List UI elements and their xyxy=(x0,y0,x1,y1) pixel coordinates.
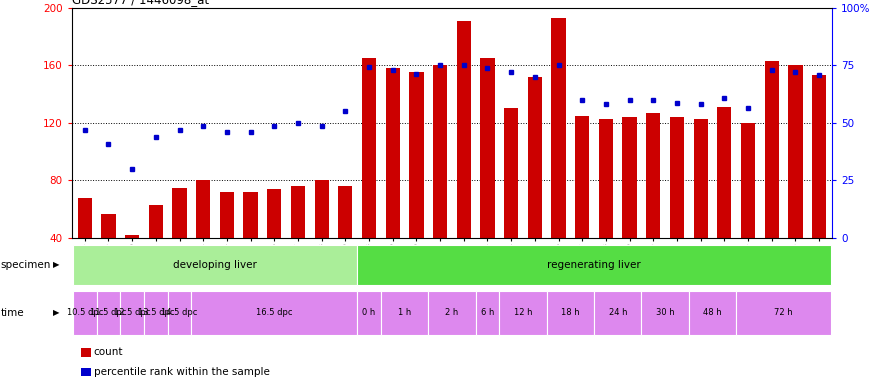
Bar xyxy=(220,192,234,238)
Bar xyxy=(528,77,542,238)
Bar xyxy=(120,291,144,335)
Bar xyxy=(476,291,500,335)
Bar xyxy=(646,113,661,238)
Bar xyxy=(504,109,518,238)
Bar xyxy=(670,117,684,238)
Text: 0 h: 0 h xyxy=(362,308,375,318)
Bar xyxy=(765,61,779,238)
Bar xyxy=(575,116,590,238)
Bar xyxy=(594,291,641,335)
Bar xyxy=(267,189,282,238)
Bar xyxy=(641,291,689,335)
Text: 72 h: 72 h xyxy=(774,308,793,318)
Bar xyxy=(788,65,802,238)
Text: developing liver: developing liver xyxy=(173,260,257,270)
Bar xyxy=(386,68,400,238)
Bar xyxy=(433,65,447,238)
Text: percentile rank within the sample: percentile rank within the sample xyxy=(94,366,270,377)
Text: GDS2577 / 1446098_at: GDS2577 / 1446098_at xyxy=(72,0,209,7)
Bar xyxy=(362,58,376,238)
Bar xyxy=(480,58,494,238)
Text: regenerating liver: regenerating liver xyxy=(547,260,641,270)
Text: 48 h: 48 h xyxy=(704,308,722,318)
Bar xyxy=(149,205,163,238)
Text: 13.5 dpc: 13.5 dpc xyxy=(137,308,174,318)
Bar xyxy=(357,291,381,335)
Text: 24 h: 24 h xyxy=(608,308,627,318)
Bar xyxy=(339,186,353,238)
Text: 30 h: 30 h xyxy=(656,308,675,318)
Bar xyxy=(168,291,192,335)
Text: 2 h: 2 h xyxy=(445,308,458,318)
Bar xyxy=(381,291,428,335)
Bar xyxy=(96,291,120,335)
Bar xyxy=(689,291,736,335)
Bar xyxy=(694,119,708,238)
Bar xyxy=(73,245,357,285)
Bar xyxy=(102,214,116,238)
Text: time: time xyxy=(1,308,24,318)
Bar xyxy=(428,291,476,335)
Bar xyxy=(290,186,305,238)
Bar xyxy=(357,245,831,285)
Text: 1 h: 1 h xyxy=(398,308,411,318)
Bar xyxy=(192,291,357,335)
Text: ▶: ▶ xyxy=(53,308,60,318)
Text: 12.5 dpc: 12.5 dpc xyxy=(114,308,150,318)
Bar xyxy=(314,180,329,238)
Text: 11.5 dpc: 11.5 dpc xyxy=(90,308,127,318)
Text: 16.5 dpc: 16.5 dpc xyxy=(256,308,292,318)
Bar xyxy=(547,291,594,335)
Text: specimen: specimen xyxy=(1,260,52,270)
Bar xyxy=(196,180,210,238)
Bar xyxy=(144,291,168,335)
Bar xyxy=(622,117,637,238)
Bar xyxy=(598,119,613,238)
Bar xyxy=(125,235,139,238)
Bar xyxy=(551,18,565,238)
Bar xyxy=(172,188,186,238)
Bar xyxy=(78,198,92,238)
Bar xyxy=(718,107,732,238)
Text: count: count xyxy=(94,347,123,358)
Text: 10.5 dpc: 10.5 dpc xyxy=(66,308,103,318)
Bar xyxy=(500,291,547,335)
Bar xyxy=(812,75,826,238)
Text: 14.5 dpc: 14.5 dpc xyxy=(161,308,198,318)
Text: 12 h: 12 h xyxy=(514,308,532,318)
Bar xyxy=(243,192,258,238)
Bar xyxy=(736,291,831,335)
Bar xyxy=(73,291,96,335)
Text: 18 h: 18 h xyxy=(561,308,580,318)
Text: ▶: ▶ xyxy=(53,260,60,270)
Text: 6 h: 6 h xyxy=(480,308,494,318)
Bar xyxy=(410,73,423,238)
Bar xyxy=(457,21,471,238)
Bar xyxy=(741,123,755,238)
